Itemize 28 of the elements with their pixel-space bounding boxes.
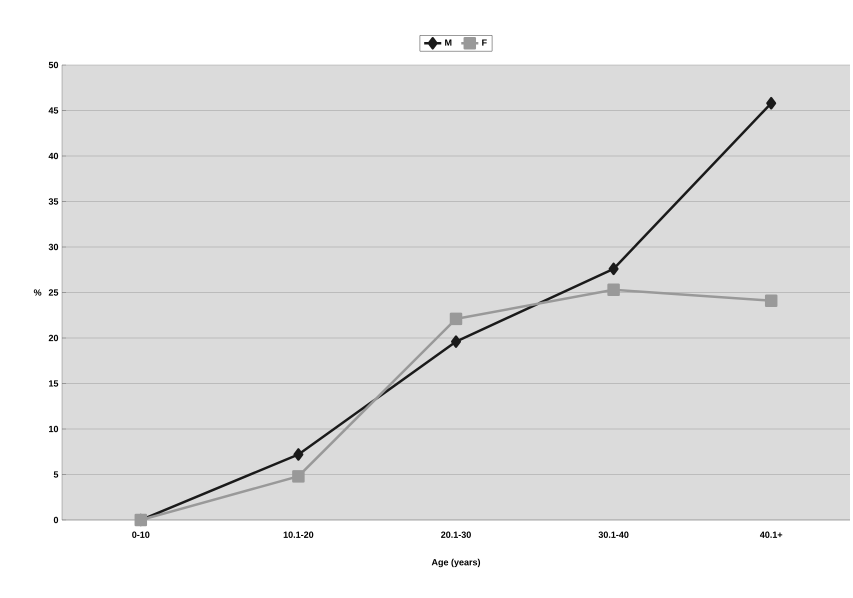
y-tick-label: 0 (54, 516, 58, 524)
point (293, 448, 304, 461)
x-tick-label: 10.1-20 (284, 532, 314, 538)
y-tick-label: 40 (48, 152, 58, 160)
y-tick-label: 50 (48, 62, 58, 68)
y-tick-label: 35 (48, 198, 58, 205)
y-tick-label: 5 (54, 471, 58, 478)
x-axis-title: Age (years) (432, 558, 480, 568)
point (766, 96, 776, 110)
point (608, 262, 619, 276)
y-tick-label: 30 (48, 244, 58, 250)
x-tick-label: 0-10 (132, 532, 150, 538)
y-tick-label: 45 (48, 107, 58, 114)
y-axis-title: % (34, 289, 42, 296)
y-tick-label: 20 (48, 334, 58, 342)
point (607, 284, 620, 296)
legend-label: F (482, 39, 487, 46)
y-tick-label: 25 (48, 289, 58, 296)
legend-label: M (445, 39, 452, 46)
point (451, 335, 462, 348)
x-tick-label: 40.1+ (760, 532, 782, 538)
point (292, 470, 305, 483)
y-tick-label: 10 (49, 426, 58, 432)
point (764, 294, 778, 307)
y-tick-label: 15 (49, 380, 58, 387)
point (450, 312, 462, 326)
x-tick-label: 30.1-40 (598, 532, 628, 538)
x-tick-label: 20.1-30 (441, 532, 471, 538)
